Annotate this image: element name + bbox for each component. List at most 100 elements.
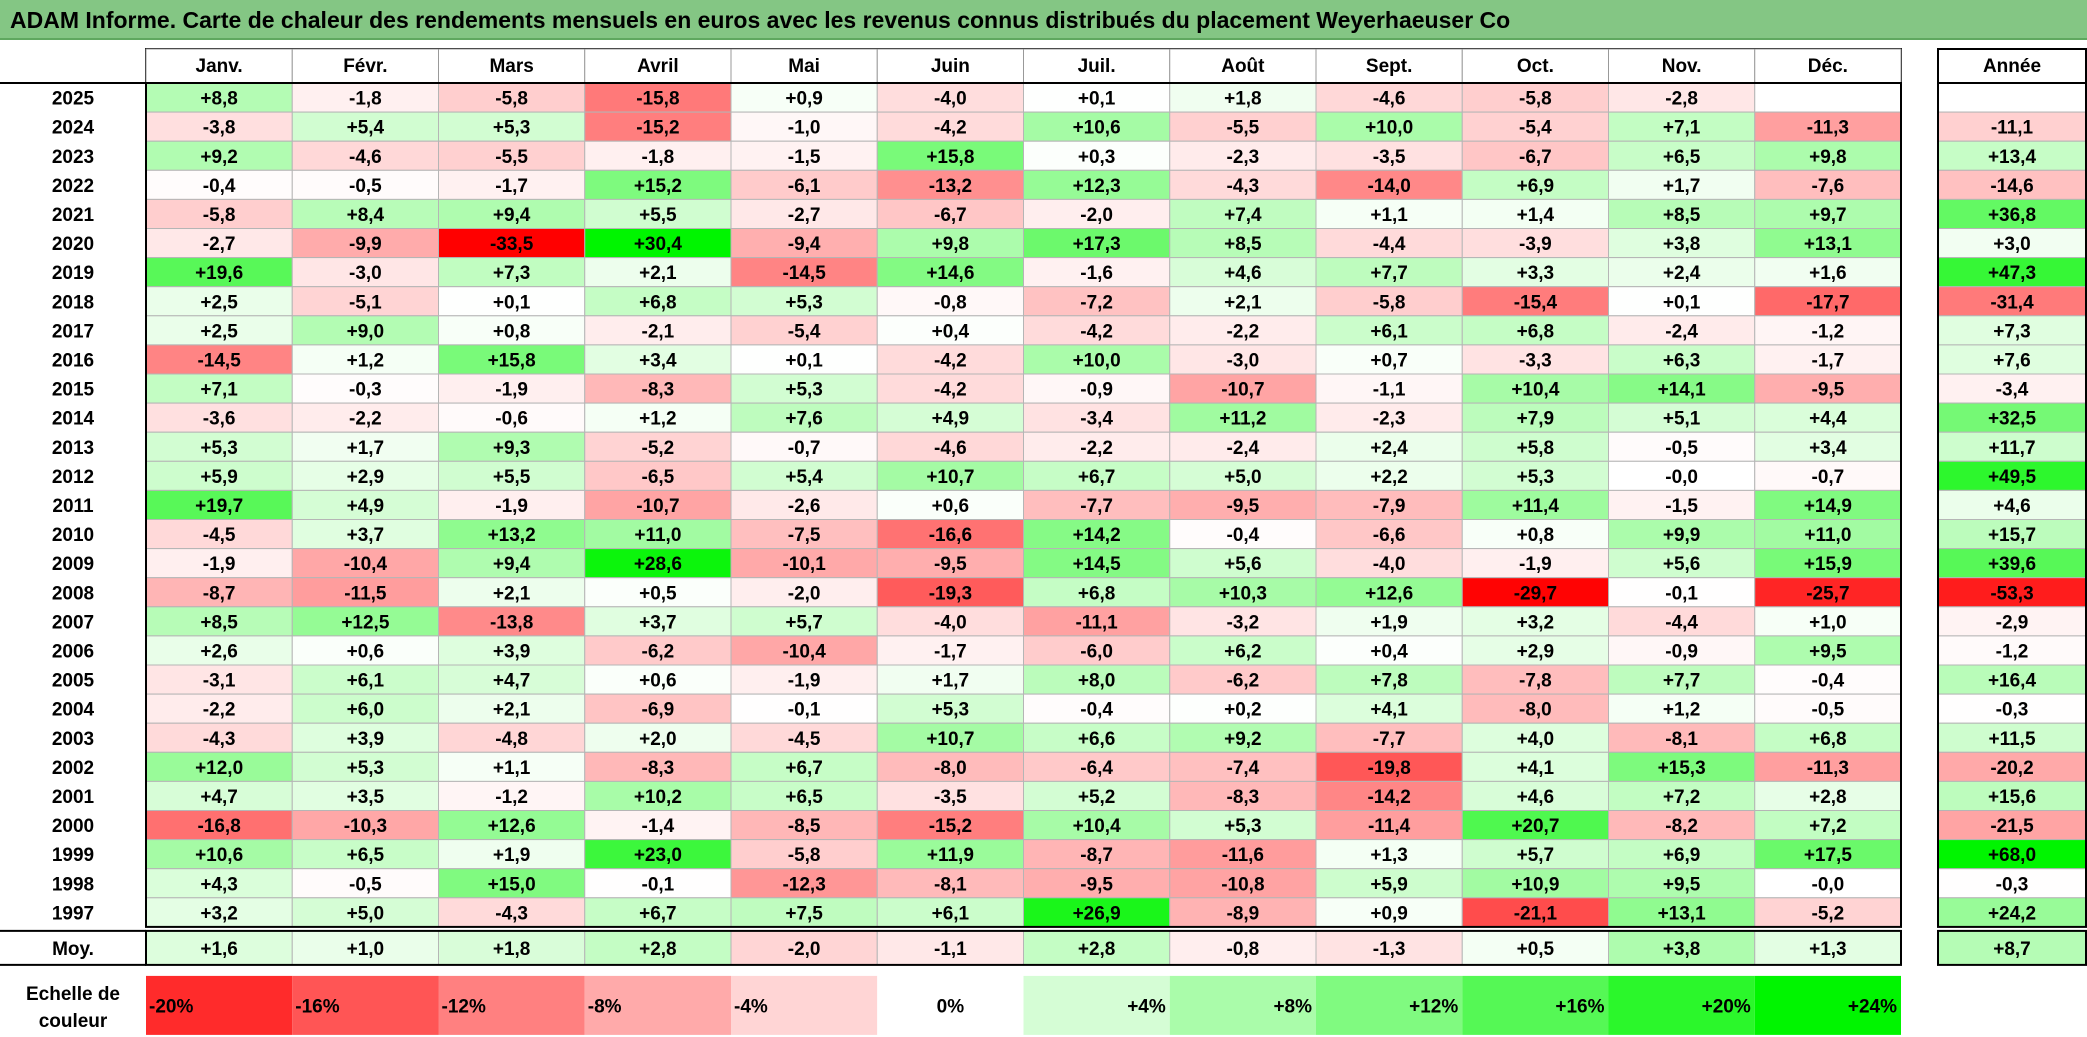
heatmap-cell xyxy=(145,460,293,491)
heatmap-cell xyxy=(1608,169,1756,200)
heatmap-cell xyxy=(1169,519,1317,550)
heatmap-cell-value: +0,9 xyxy=(1370,903,1408,924)
heatmap-cell xyxy=(1754,548,1902,579)
average-annual-value: +8,7 xyxy=(1993,939,2031,960)
table-row: 2014 -3,6 -2,2 -0,6 +1,2 +7,6 +4,9 -3,4 +11,2 -2,… xyxy=(52,402,2087,433)
heatmap-cell xyxy=(145,402,293,433)
heatmap-cell-value: +5,0 xyxy=(347,903,385,924)
heatmap-cell xyxy=(1023,373,1171,404)
heatmap-cell-value: +17,5 xyxy=(1804,845,1853,866)
heatmap-cell-value: -1,8 xyxy=(349,89,382,110)
heatmap-cell xyxy=(1023,140,1171,171)
scale-swatch xyxy=(1316,975,1463,1035)
heatmap-cell-value: -13,8 xyxy=(490,612,533,633)
table-row: 2019 +19,6 -3,0 +7,3 +2,1 -14,5 +14,6 -1,6 +4,6 +… xyxy=(52,257,2087,288)
heatmap-cell-value: +9,9 xyxy=(1663,525,1701,546)
heatmap-cell-value: -3,6 xyxy=(203,409,236,430)
heatmap-cell-value: +0,1 xyxy=(1078,89,1116,110)
heatmap-cell-value: +0,5 xyxy=(639,583,677,604)
annual-cell xyxy=(1937,315,2087,346)
heatmap-cell-value: +5,0 xyxy=(1224,467,1262,488)
scale-swatch xyxy=(292,975,439,1035)
year-label: 2021 xyxy=(52,205,95,226)
heatmap-cell xyxy=(1315,664,1463,695)
heatmap-cell-value: -8,9 xyxy=(1227,903,1260,924)
heatmap-cell xyxy=(1315,839,1463,870)
heatmap-cell xyxy=(730,897,878,928)
annual-cell-value: -1,2 xyxy=(1996,641,2029,662)
heatmap-cell-value: -1,9 xyxy=(1519,554,1552,575)
table-row: 2016 -14,5 +1,2 +15,8 +3,4 +0,1 -4,2 +10,0 -3,0 +… xyxy=(52,344,2087,375)
heatmap-cell-value: -0,7 xyxy=(788,438,821,459)
heatmap-cell-value: -0,5 xyxy=(1665,438,1698,459)
month-header-cell xyxy=(1315,48,1463,84)
heatmap-cell-value: +2,0 xyxy=(639,729,677,750)
month-header-label: Mai xyxy=(788,56,820,77)
heatmap-cell xyxy=(584,257,732,288)
heatmap-cell-value: +6,3 xyxy=(1663,350,1701,371)
heatmap-cell xyxy=(584,577,732,608)
heatmap-cell-value: +8,5 xyxy=(1663,205,1701,226)
heatmap-cell-value: +5,3 xyxy=(785,380,823,401)
heatmap-cell xyxy=(1315,257,1463,288)
heatmap-cell-value: +6,5 xyxy=(1663,147,1701,168)
heatmap-cell xyxy=(1754,257,1902,288)
heatmap-cell xyxy=(291,228,439,259)
heatmap-cell-value: -7,9 xyxy=(1373,496,1406,517)
average-cell-value: -1,1 xyxy=(934,939,967,960)
heatmap-cell-value: +0,3 xyxy=(1078,147,1116,168)
heatmap-cell-value: -6,9 xyxy=(642,700,675,721)
heatmap-cell-value: -9,9 xyxy=(349,234,382,255)
heatmap-cell-value: +2,4 xyxy=(1370,438,1408,459)
grid-frame xyxy=(145,82,1902,928)
heatmap-cell xyxy=(438,751,586,782)
heatmap-cell xyxy=(1023,751,1171,782)
heatmap-cell xyxy=(1461,897,1609,928)
heatmap-cell-value: -12,3 xyxy=(782,874,825,895)
heatmap-cell-value: +19,7 xyxy=(195,496,243,517)
annual-cell-value: +7,3 xyxy=(1993,321,2031,342)
annual-cell-value: -31,4 xyxy=(1990,292,2034,313)
table-row: 2015 +7,1 -0,3 -1,9 -8,3 +5,3 -4,2 -0,9 -10,7 -1,… xyxy=(52,373,2087,404)
annual-header-label: Année xyxy=(1983,56,2041,77)
heatmap-cell xyxy=(1754,722,1902,753)
heatmap-cell-value: +1,7 xyxy=(347,438,385,459)
heatmap-cell xyxy=(1169,606,1317,637)
heatmap-cell xyxy=(291,140,439,171)
heatmap-cell xyxy=(291,402,439,433)
annual-cell-value: +13,4 xyxy=(1988,147,2037,168)
heatmap-cell-value: -0,0 xyxy=(1665,467,1698,488)
heatmap-cell-value: +9,3 xyxy=(493,438,531,459)
title-bar: ADAM Informe. Carte de chaleur des rende… xyxy=(0,0,2087,40)
heatmap-cell-value: +5,7 xyxy=(785,612,823,633)
scale-swatch xyxy=(584,975,731,1035)
heatmap-cell xyxy=(584,286,732,317)
heatmap-cell xyxy=(1608,635,1756,666)
heatmap-cell-value: +7,7 xyxy=(1370,263,1408,284)
heatmap-cell-value: -5,5 xyxy=(1227,118,1260,139)
heatmap-cell xyxy=(876,344,1024,375)
heatmap-cell-value: -2,2 xyxy=(1227,321,1260,342)
heatmap-cell-value: +26,9 xyxy=(1073,903,1121,924)
heatmap-cell xyxy=(584,344,732,375)
average-cell-value: +2,8 xyxy=(639,939,677,960)
heatmap-cell xyxy=(730,751,878,782)
heatmap-cell-value: +5,3 xyxy=(1517,467,1555,488)
heatmap-cell-value: -8,7 xyxy=(203,583,236,604)
heatmap-cell xyxy=(876,810,1024,841)
heatmap-cell-value: -6,5 xyxy=(642,467,675,488)
heatmap-cell-value: -1,2 xyxy=(1812,321,1845,342)
heatmap-cell-value: -5,8 xyxy=(1373,292,1406,313)
heatmap-cell xyxy=(1023,402,1171,433)
heatmap-cell-value: +12,6 xyxy=(1365,583,1413,604)
heatmap-cell xyxy=(438,169,586,200)
heatmap-cell xyxy=(1754,780,1902,812)
heatmap-cell-value: +2,1 xyxy=(639,263,677,284)
average-cell-value: +2,8 xyxy=(1078,939,1116,960)
heatmap-cell-value: -6,4 xyxy=(1080,758,1113,779)
year-label: 2009 xyxy=(52,554,94,575)
heatmap-cell xyxy=(584,635,732,666)
table-row: 2020 -2,7 -9,9 -33,5 +30,4 -9,4 +9,8 +17,3 +8,5 -… xyxy=(52,228,2087,259)
heatmap-cell-value: -17,7 xyxy=(1806,292,1849,313)
page-title: ADAM Informe. Carte de chaleur des rende… xyxy=(10,7,1511,33)
